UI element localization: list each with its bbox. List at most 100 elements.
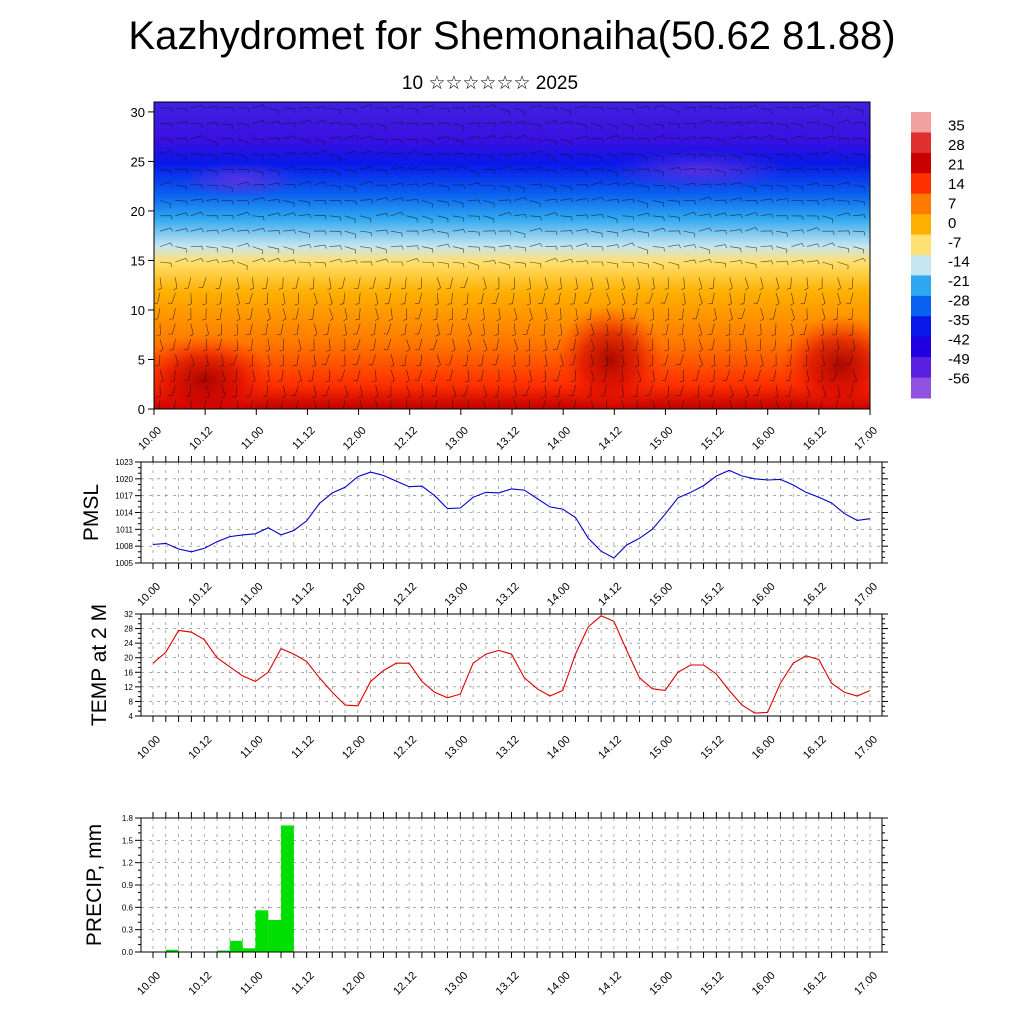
wind-barb	[837, 277, 842, 291]
wind-barb	[406, 122, 419, 127]
wind-barb	[159, 338, 164, 352]
wind-barb	[283, 246, 295, 254]
wind-barb	[236, 168, 250, 174]
wind-barb	[325, 369, 330, 383]
wind-barb	[560, 167, 574, 172]
wind-barb	[298, 261, 311, 267]
wind-barb	[664, 338, 669, 352]
wind-barb	[173, 400, 176, 409]
wind-barb	[791, 243, 805, 248]
wind-barb	[283, 107, 296, 113]
wind-barb	[329, 200, 342, 205]
wind-barb	[312, 385, 317, 399]
wind-barb	[421, 261, 434, 267]
wind-barb	[452, 228, 466, 234]
wind-barb	[463, 292, 469, 305]
wind-barb	[267, 246, 280, 253]
wind-barb	[526, 277, 531, 291]
wind-barb	[528, 400, 530, 409]
x-tick-label: 13.12	[494, 581, 522, 609]
wind-barb	[698, 227, 712, 232]
x-tick-label: 13.00	[443, 425, 471, 453]
wind-barb	[652, 123, 665, 130]
wind-barb	[775, 123, 788, 129]
wind-barb	[683, 211, 697, 217]
wind-barb	[400, 292, 407, 305]
wind-barb	[514, 134, 528, 140]
wind-barb	[237, 107, 250, 112]
x-tick-label: 16.12	[801, 425, 829, 453]
wind-barb	[460, 277, 469, 289]
x-tick-label: 16.12	[801, 970, 829, 998]
colorbar-label: -7	[948, 234, 961, 251]
wind-barb	[436, 277, 441, 291]
wind-barb	[202, 292, 207, 306]
wind-barb	[560, 121, 574, 126]
x-tick-label: 12.00	[340, 734, 368, 762]
y-axis-label: TEMP at 2 M	[88, 604, 111, 726]
wind-barb	[554, 292, 561, 305]
wind-barb	[190, 153, 204, 158]
wind-barb	[806, 200, 819, 205]
precip-bar	[268, 919, 282, 952]
wind-barb	[508, 292, 515, 305]
wind-barb	[344, 150, 358, 155]
precip-bar	[229, 940, 243, 952]
wind-barb	[467, 261, 479, 270]
wind-barb	[729, 121, 743, 127]
wind-barb	[252, 138, 265, 144]
wind-barb	[806, 260, 820, 265]
x-tick-label: 15.12	[699, 734, 727, 762]
wind-barb	[204, 323, 209, 337]
cold-core	[610, 150, 790, 190]
wind-barb	[676, 354, 684, 366]
x-tick-label: 16.00	[750, 581, 778, 609]
wind-barb	[313, 150, 327, 155]
wind-barb	[692, 369, 700, 381]
wind-barb	[760, 122, 774, 127]
wind-barb	[575, 260, 589, 265]
x-tick-label: 10.12	[186, 581, 214, 609]
x-tick-label: 12.12	[391, 734, 419, 762]
wind-barb	[452, 107, 465, 112]
wind-barb	[175, 153, 187, 161]
wind-barb	[745, 153, 758, 159]
wind-barb	[775, 230, 788, 237]
precip-bar	[165, 949, 179, 952]
wind-barb	[368, 277, 376, 289]
wind-barb	[538, 292, 546, 304]
wind-barb	[707, 385, 715, 397]
wind-barb	[745, 120, 759, 125]
y-tick-label: 0.9	[122, 881, 134, 890]
wind-barb	[637, 153, 649, 162]
wind-barb	[852, 153, 866, 159]
wind-barb	[790, 323, 795, 337]
wind-barb	[637, 212, 651, 217]
wind-barb	[818, 369, 823, 383]
colorbar-label: 0	[948, 215, 956, 232]
wind-barb	[575, 198, 589, 203]
wind-barb	[786, 277, 792, 290]
wind-barb	[846, 292, 854, 304]
wind-barb	[544, 245, 558, 251]
wind-barb	[544, 184, 556, 193]
wind-barb	[236, 308, 241, 322]
wind-barb	[492, 338, 500, 351]
wind-barb	[313, 138, 325, 146]
wind-barb	[206, 229, 219, 234]
wind-barb	[352, 354, 361, 366]
wind-barb	[698, 168, 712, 173]
x-tick-label: 11.00	[239, 425, 266, 452]
wind-barb	[189, 323, 194, 337]
wind-barb	[168, 385, 176, 397]
wind-barb	[221, 260, 235, 265]
wind-barb	[714, 107, 727, 113]
wind-barb	[604, 338, 609, 352]
wind-barb	[498, 165, 512, 170]
wind-barb	[267, 107, 279, 115]
wind-barb	[822, 197, 836, 202]
wind-barb	[714, 261, 727, 268]
wind-barb	[464, 369, 470, 383]
wind-barb	[159, 107, 173, 112]
wind-barb	[219, 354, 224, 368]
